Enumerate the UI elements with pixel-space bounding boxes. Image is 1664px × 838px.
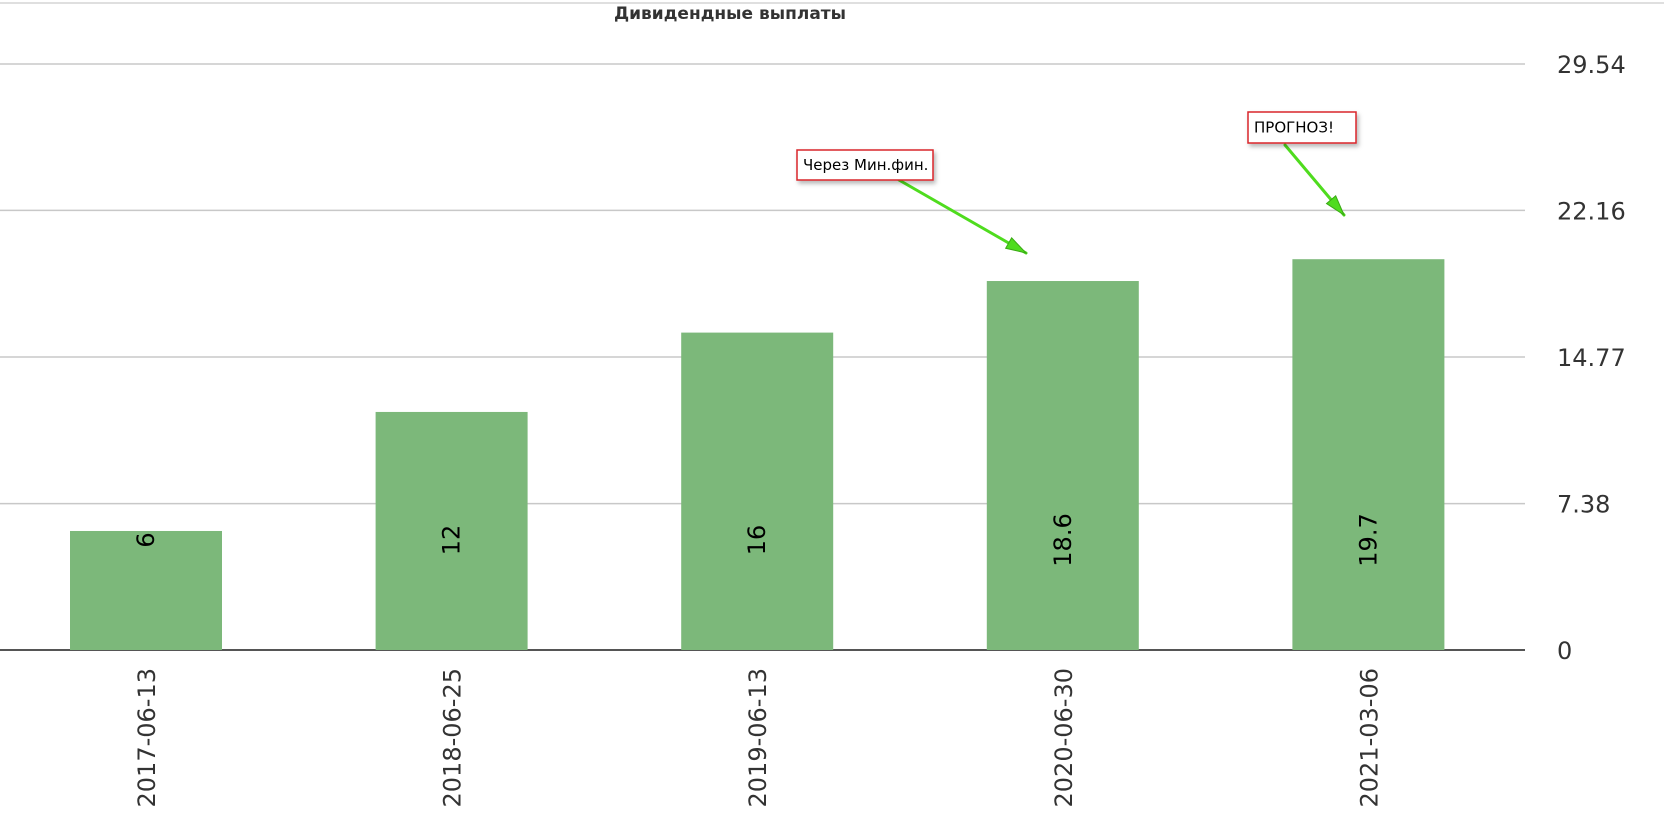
- annotation-box: [1247, 111, 1357, 144]
- y-tick-label: 14.77: [1557, 344, 1626, 372]
- bar-value-label: 6: [132, 532, 160, 547]
- y-tick-label: 0: [1557, 637, 1572, 665]
- annotation-arrow: [897, 178, 1028, 255]
- bar-value-label: 18.6: [1049, 513, 1077, 566]
- chart-title: Дивидендные выплаты: [614, 4, 846, 24]
- x-tick-label: 2018-06-25: [439, 668, 467, 807]
- annotation-box: [796, 149, 934, 181]
- y-tick-label: 7.38: [1557, 491, 1610, 519]
- bar-value-label: 19.7: [1354, 513, 1382, 566]
- y-tick-label: 22.16: [1557, 197, 1626, 225]
- annotation-text: Через Мин.фин.: [803, 156, 928, 174]
- bar-2021-03-06: [1292, 259, 1445, 650]
- bar-2017-06-13: [70, 530, 222, 650]
- bar-2018-06-25: [375, 411, 528, 650]
- annotation-arrowhead: [1325, 195, 1346, 217]
- x-tick-label: 2021-03-06: [1355, 668, 1383, 807]
- bar-value-label: 16: [743, 525, 771, 556]
- bar-2019-06-13: [681, 332, 834, 650]
- bar-2020-06-30: [986, 281, 1139, 650]
- x-tick-label: 2017-06-13: [133, 668, 161, 807]
- x-tick-label: 2020-06-30: [1050, 668, 1078, 807]
- y-tick-label: 29.54: [1557, 51, 1626, 79]
- x-tick-label: 2019-06-13: [744, 668, 772, 807]
- annotation-arrowhead: [1004, 236, 1028, 254]
- annotation-text: ПРОГНОЗ!: [1254, 119, 1334, 137]
- bar-value-label: 12: [438, 525, 466, 556]
